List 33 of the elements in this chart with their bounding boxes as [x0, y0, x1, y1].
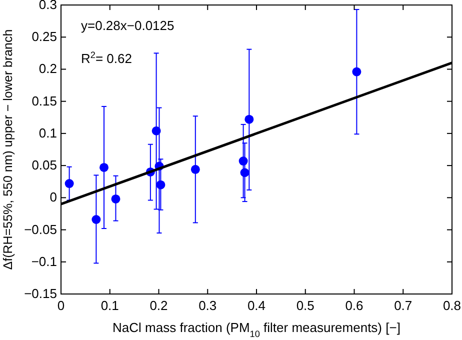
x-tick-label: 0.6	[345, 298, 364, 313]
point	[190, 164, 200, 174]
point	[244, 114, 254, 124]
y-tick-label: 0	[50, 190, 57, 205]
point	[238, 156, 248, 166]
annotation: y=0.28x−0.0125	[81, 18, 174, 33]
annotation: R$^{2}$= 0.62	[81, 50, 132, 66]
x-tick-label: 0.5	[296, 298, 314, 313]
point	[100, 162, 109, 172]
y-tick-label: 0.1	[38, 125, 57, 140]
point	[156, 180, 166, 190]
y-tick-label: −0.1	[31, 254, 57, 269]
point	[111, 194, 120, 204]
x-axis-title: NaCl mass fraction (PM$_{10}$ filter measurements) [−]	[112, 320, 400, 339]
y-tick-label: −0.15	[24, 286, 57, 301]
y-axis-title: Δf(RH=55%, 550 nm) upper − lower branch	[1, 29, 15, 270]
y-tick-label: 0.05	[32, 158, 57, 173]
x-tick-label: 0.1	[100, 298, 119, 313]
x-tick-label: 0.2	[150, 298, 168, 313]
y-tick-label: 0.2	[38, 61, 57, 76]
x-tick-label: 0.7	[394, 298, 412, 313]
y-tick-label: 0.25	[32, 29, 57, 44]
point	[64, 179, 74, 188]
x-tick-label: 0.8	[442, 298, 462, 313]
point	[240, 168, 250, 178]
y-tick-label: 0.15	[32, 93, 57, 108]
y-tick-label: −0.05	[24, 222, 57, 237]
point	[92, 215, 101, 224]
x-tick-label: 0.4	[247, 298, 266, 313]
x-tick-label: 0.3	[198, 298, 217, 313]
point	[152, 126, 161, 136]
point	[352, 67, 362, 76]
y-tick-label: 0.3	[38, 0, 57, 12]
